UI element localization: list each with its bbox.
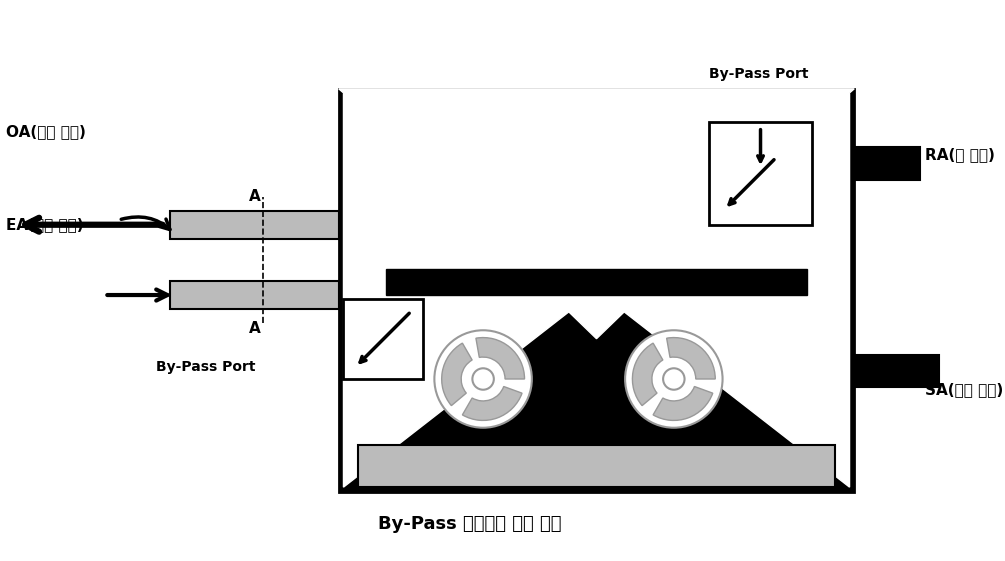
Bar <box>170 211 339 239</box>
Text: By-Pass Port: By-Pass Port <box>709 67 808 81</box>
Text: A: A <box>249 320 260 335</box>
Text: EA(배기 에어): EA(배기 에어) <box>6 218 83 232</box>
Bar <box>854 148 920 180</box>
Text: By-Pass Port: By-Pass Port <box>156 360 255 374</box>
Bar <box>709 122 812 225</box>
Circle shape <box>472 368 493 390</box>
Polygon shape <box>344 94 849 310</box>
Wedge shape <box>441 343 472 406</box>
Text: By-Pass 공기청정 환기 모드: By-Pass 공기청정 환기 모드 <box>378 516 562 534</box>
Bar <box>386 269 807 295</box>
Wedge shape <box>632 343 663 406</box>
Circle shape <box>663 368 684 390</box>
Bar <box>339 89 854 492</box>
Circle shape <box>434 330 532 427</box>
Bar <box>344 300 423 379</box>
Circle shape <box>625 330 723 427</box>
Wedge shape <box>476 338 525 379</box>
Wedge shape <box>462 387 522 420</box>
Bar <box>170 281 339 309</box>
Bar <box>358 445 835 487</box>
Polygon shape <box>597 94 849 487</box>
Text: OA(외기 에어): OA(외기 에어) <box>6 124 86 139</box>
Bar <box>854 355 939 387</box>
Wedge shape <box>653 387 713 420</box>
Text: A: A <box>249 189 260 204</box>
Polygon shape <box>344 94 849 339</box>
Text: RA(룸 에어): RA(룸 에어) <box>925 147 994 162</box>
Wedge shape <box>666 338 716 379</box>
Text: SA(급기 에어): SA(급기 에어) <box>925 383 1003 397</box>
Polygon shape <box>344 94 597 487</box>
Polygon shape <box>339 89 854 310</box>
